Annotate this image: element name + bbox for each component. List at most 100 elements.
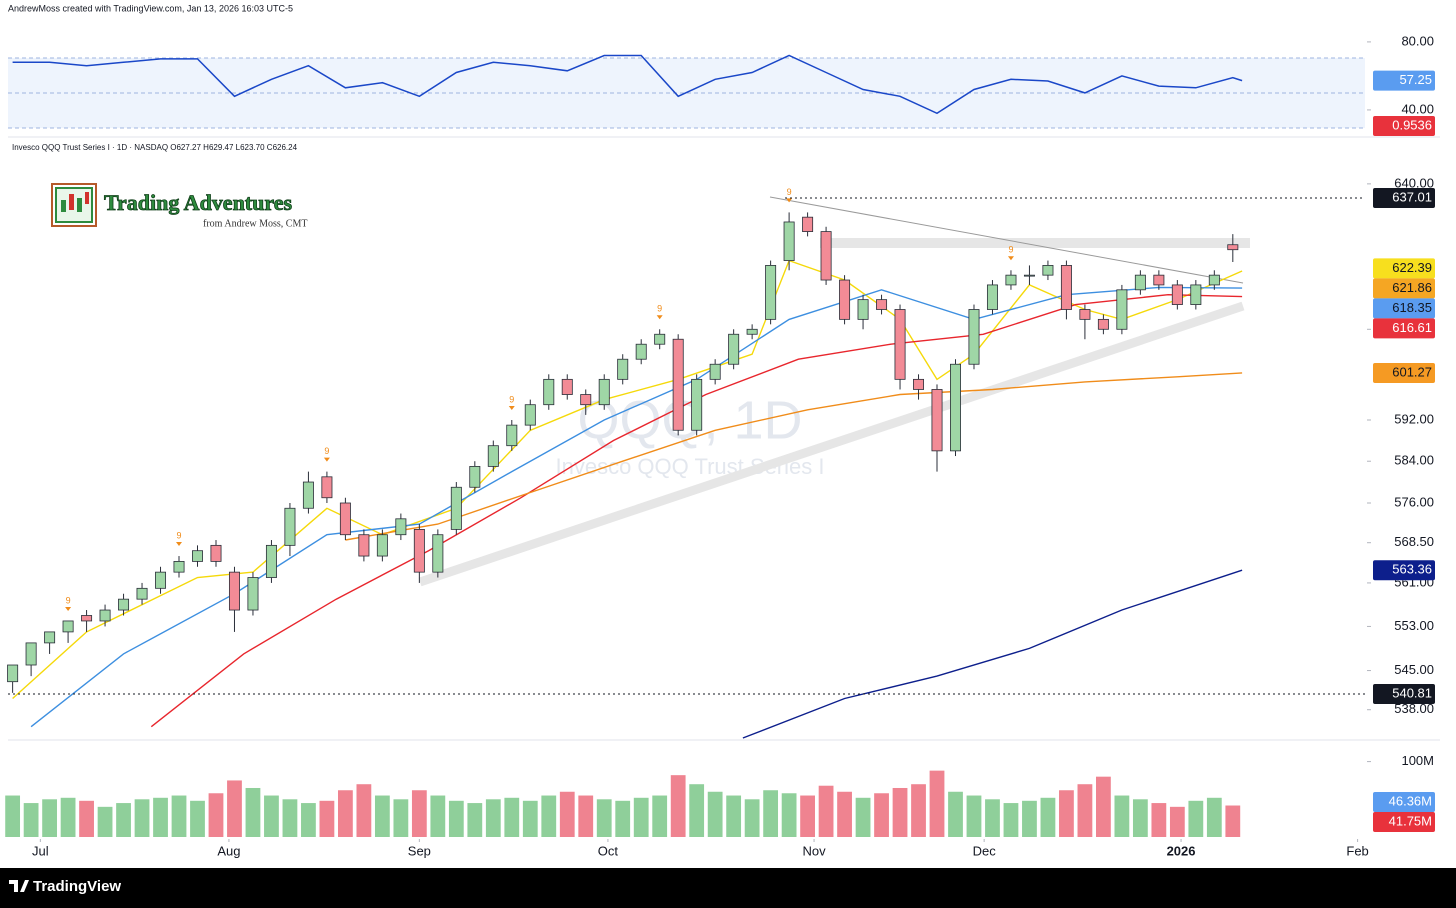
logo-candle xyxy=(61,200,66,212)
candle-body xyxy=(99,609,111,622)
x-tick-label: Aug xyxy=(217,843,240,858)
volume-bar xyxy=(1169,806,1185,837)
candle-body xyxy=(617,358,629,380)
price-badge-label: 540.81 xyxy=(1392,685,1432,700)
price-badge xyxy=(1373,298,1435,319)
footer-bar xyxy=(0,868,1456,908)
candle-body xyxy=(376,534,388,557)
volume-bar xyxy=(264,795,279,837)
candle-body xyxy=(820,231,832,281)
candle-body xyxy=(802,216,814,232)
candle-body xyxy=(506,424,518,447)
volume-bar xyxy=(948,791,963,837)
volume-bar xyxy=(522,800,538,837)
count-marker xyxy=(323,457,330,462)
volume-bar xyxy=(596,799,612,837)
x-tick-label: Oct xyxy=(598,843,619,858)
volume-bar xyxy=(855,797,871,837)
candle-body xyxy=(1227,244,1239,251)
count-marker xyxy=(65,606,72,611)
candle-body xyxy=(432,534,444,573)
volume-bar xyxy=(670,775,686,837)
count-marker-label: 9 xyxy=(657,304,662,314)
volume-bar xyxy=(1059,790,1074,837)
candle-body xyxy=(857,299,869,320)
y-tick-label: 80.00 xyxy=(1401,33,1434,48)
down-trendline xyxy=(769,196,1244,284)
price-badge-label: 57.25 xyxy=(1399,72,1432,87)
price-badge xyxy=(1373,318,1435,339)
count-marker-label: 9 xyxy=(509,394,514,404)
candle-body xyxy=(413,529,425,573)
volume-bar xyxy=(356,784,372,837)
volume-bar xyxy=(1206,797,1222,837)
candle-body xyxy=(839,279,851,320)
price-badge-label: 601.27 xyxy=(1392,364,1432,379)
candle-body xyxy=(210,544,222,562)
volume-bar xyxy=(1151,803,1167,837)
logo-candle xyxy=(85,192,89,204)
volume-bar xyxy=(374,795,390,837)
volume-bar xyxy=(448,800,464,837)
candle-body xyxy=(1134,274,1146,291)
footer-brand: TradingView xyxy=(33,878,121,895)
candle-body xyxy=(247,577,259,611)
price-badge-label: 0.9536 xyxy=(1392,117,1432,132)
volume-bar xyxy=(541,795,557,837)
moving-average xyxy=(345,372,1243,541)
y-tick-label: 584.00 xyxy=(1394,453,1434,468)
volume-bar xyxy=(726,795,742,837)
volume-bar xyxy=(707,791,723,837)
candle-body xyxy=(524,404,536,426)
volume-bar xyxy=(5,795,21,837)
candle-body xyxy=(1005,274,1017,286)
volume-bar xyxy=(338,790,353,837)
candle-body xyxy=(192,550,203,562)
logo-candle xyxy=(77,198,82,212)
price-badge xyxy=(1373,116,1435,136)
candle-body xyxy=(691,378,703,431)
volume-bar xyxy=(615,800,631,837)
price-badge xyxy=(1373,258,1435,279)
candle-body xyxy=(635,343,647,360)
y-tick-label: 538.00 xyxy=(1394,701,1434,716)
candle-body xyxy=(7,664,19,683)
candle-body xyxy=(487,445,499,467)
price-badge xyxy=(1373,188,1435,209)
price-badge xyxy=(1373,560,1435,581)
y-tick-label: 568.50 xyxy=(1394,534,1434,549)
volume-bar xyxy=(42,799,57,837)
volume-bar xyxy=(282,799,298,837)
candle-body xyxy=(950,363,961,452)
volume-bar xyxy=(190,800,205,837)
candle-body xyxy=(894,309,906,380)
logo-candle xyxy=(69,194,74,210)
candle-body xyxy=(469,466,481,488)
candle-body xyxy=(968,309,980,365)
candle-body xyxy=(395,518,407,536)
x-tick-label: Dec xyxy=(973,843,997,858)
credit: AndrewMoss created with TradingView.com,… xyxy=(8,3,293,13)
volume-bar xyxy=(929,770,945,837)
volume-bar xyxy=(1003,803,1019,837)
volume-bar xyxy=(1040,797,1056,837)
y-tick-label: 553.00 xyxy=(1394,618,1434,633)
price-badge xyxy=(1373,362,1435,383)
candle-body xyxy=(62,620,74,633)
candle-body xyxy=(561,378,573,395)
volume-bar xyxy=(393,799,409,837)
candle-body xyxy=(543,378,555,406)
y-tick-label: 545.00 xyxy=(1394,662,1434,677)
candle-body xyxy=(1079,309,1091,320)
volume-bar xyxy=(485,799,501,837)
moving-average xyxy=(742,569,1243,739)
resistance-zone xyxy=(820,238,1250,248)
volume-bar xyxy=(1022,800,1037,837)
volume-bar xyxy=(504,797,520,837)
candle-body xyxy=(598,378,610,406)
count-marker-label: 9 xyxy=(177,530,182,540)
y-tick-label: 640.00 xyxy=(1394,175,1434,190)
volume-bar xyxy=(1077,784,1093,837)
candle-body xyxy=(931,389,943,452)
volume-bar xyxy=(578,795,594,837)
